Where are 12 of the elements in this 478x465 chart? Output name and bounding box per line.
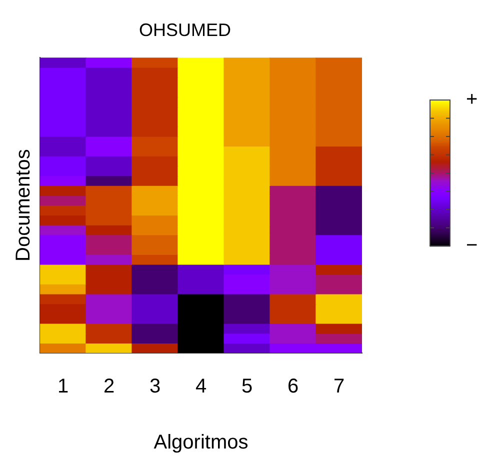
x-tick-label: 1 [57, 376, 69, 398]
x-tick-label: 2 [103, 376, 115, 398]
color-bar-label: − [466, 234, 478, 257]
chart-title: OHSUMED [138, 20, 232, 40]
x-tick-label: 3 [149, 376, 161, 398]
color-bar-label: + [466, 88, 478, 111]
x-tick-label: 4 [195, 376, 207, 398]
x-tick-label: 7 [333, 376, 345, 398]
x-tick-label: 6 [287, 376, 299, 398]
x-axis-title: Algoritmos [154, 432, 248, 454]
x-tick-label: 5 [241, 376, 253, 398]
y-axis-title: Documentos [12, 149, 35, 262]
